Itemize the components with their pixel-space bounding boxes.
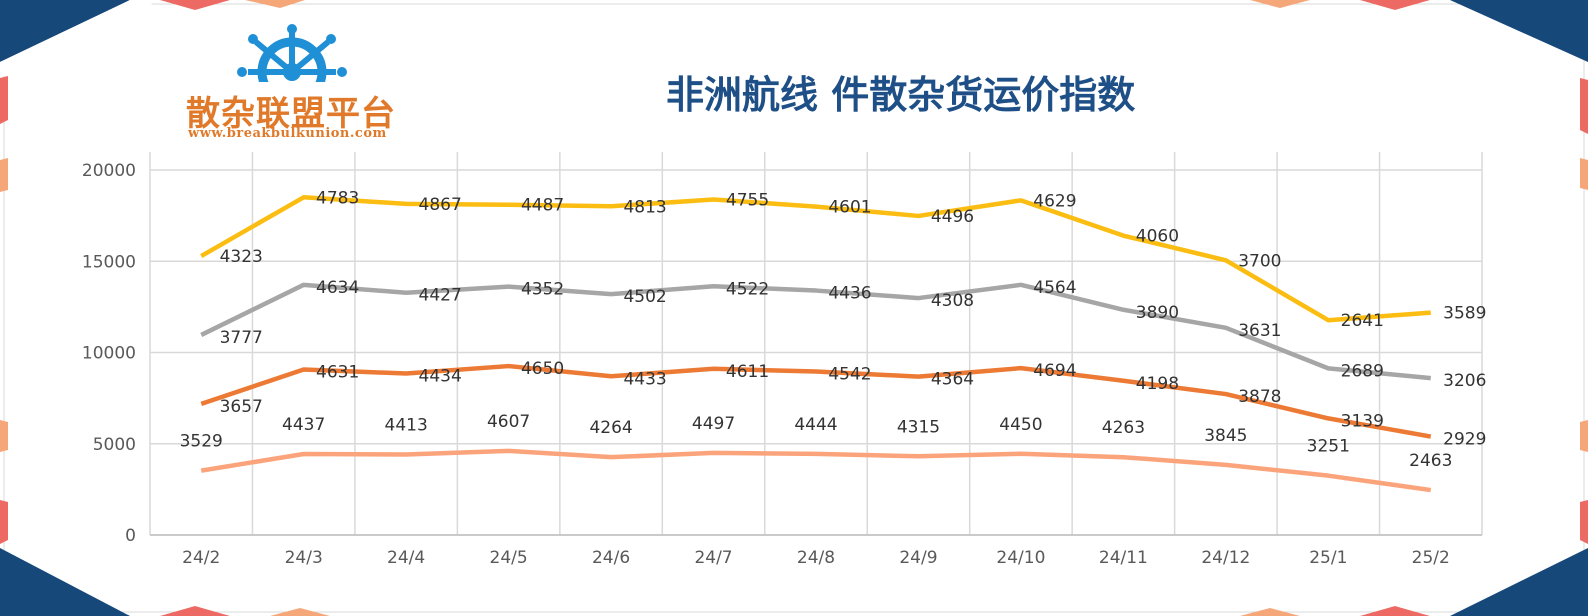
data-label: 4437 [282, 415, 325, 435]
x-tick-label: 24/2 [182, 548, 220, 568]
data-label: 3700 [1238, 251, 1281, 271]
x-tick-label: 24/11 [1099, 548, 1148, 568]
data-label: 4629 [1033, 191, 1076, 211]
data-label: 4434 [419, 367, 462, 387]
data-label: 4315 [897, 417, 940, 437]
data-label: 3890 [1136, 303, 1179, 323]
data-label: 2929 [1443, 430, 1486, 450]
y-tick-label: 10000 [82, 344, 136, 364]
data-label: 4427 [419, 286, 462, 306]
data-label: 4308 [931, 291, 974, 311]
data-label: 4634 [316, 278, 359, 298]
data-label: 4364 [931, 370, 974, 390]
x-tick-label: 25/1 [1309, 548, 1347, 568]
data-label: 2689 [1341, 361, 1384, 381]
x-tick-label: 24/5 [490, 548, 528, 568]
data-label: 3206 [1443, 371, 1486, 391]
x-tick-label: 25/2 [1412, 548, 1450, 568]
data-label: 4607 [487, 412, 530, 432]
data-label: 4323 [220, 247, 263, 267]
data-label: 4433 [623, 369, 666, 389]
series-line-4 [200, 448, 1432, 493]
data-label: 4497 [692, 414, 735, 434]
data-label: 3845 [1204, 426, 1247, 446]
data-label: 4198 [1136, 374, 1179, 394]
x-tick-label: 24/7 [694, 548, 732, 568]
data-label: 4813 [623, 197, 666, 217]
x-tick-label: 24/12 [1201, 548, 1250, 568]
x-tick-label: 24/6 [592, 548, 630, 568]
corner-coral-top-left [160, 0, 230, 10]
data-label: 4496 [931, 207, 974, 227]
data-label: 4755 [726, 190, 769, 210]
data-label: 3657 [220, 397, 263, 417]
data-label: 4867 [419, 195, 462, 215]
y-tick-label: 0 [125, 526, 136, 546]
corner-navy-top-right [1450, 0, 1588, 62]
data-label: 4060 [1136, 227, 1179, 247]
corner-navy-bottom-left [0, 548, 130, 616]
data-label: 4611 [726, 362, 769, 382]
data-label: 4522 [726, 279, 769, 299]
data-label: 4264 [589, 418, 632, 438]
data-label: 4352 [521, 280, 564, 300]
data-label: 4601 [828, 198, 871, 218]
axes: 0 5000 10000 15000 20000 24/2 24/3 24/4 24/5 24/6… [82, 161, 1482, 568]
chart-title: 非洲航线 件散杂货运价指数 [666, 73, 1136, 117]
data-label: 4542 [828, 365, 871, 385]
x-tick-label: 24/9 [899, 548, 937, 568]
series-line-1 [200, 195, 1431, 323]
y-tick-label: 15000 [82, 252, 136, 272]
x-tick-label: 24/8 [797, 548, 835, 568]
ship-wheel-icon [226, 24, 358, 92]
data-label: 2641 [1341, 311, 1384, 331]
data-label: 4444 [794, 415, 837, 435]
data-label: 4564 [1033, 278, 1076, 298]
data-label: 3777 [220, 328, 263, 348]
data-label: 4783 [316, 188, 359, 208]
x-tick-label: 24/3 [285, 548, 323, 568]
data-label: 4413 [385, 415, 428, 435]
series-line-2 [200, 282, 1431, 381]
series-line-3 [200, 363, 1432, 439]
data-label: 3631 [1238, 321, 1281, 341]
gridlines [149, 152, 1483, 536]
data-label: 4650 [521, 359, 564, 379]
data-label: 4487 [521, 196, 564, 216]
data-label: 3878 [1238, 387, 1281, 407]
data-label: 4502 [623, 287, 666, 307]
data-label: 3139 [1341, 411, 1384, 431]
x-tick-label: 24/10 [996, 548, 1045, 568]
logo-url: www.breakbulkunion.com [188, 126, 387, 141]
y-tick-label: 5000 [93, 435, 136, 455]
data-label: 3251 [1307, 437, 1350, 457]
data-label: 3589 [1443, 304, 1486, 324]
data-label: 2463 [1409, 451, 1452, 471]
data-label: 3529 [180, 432, 223, 452]
data-label: 4436 [828, 284, 871, 304]
corner-navy-bottom-right [1450, 548, 1588, 616]
data-label: 4450 [999, 415, 1042, 435]
logo-text: 散杂联盟平台 [186, 94, 396, 134]
data-label: 4263 [1102, 418, 1145, 438]
data-labels: 4323 4783 4867 4487 4813 4755 4601 4496 4629 4060… [180, 188, 1487, 471]
y-tick-label: 20000 [82, 161, 136, 181]
data-label: 4631 [316, 363, 359, 383]
data-label: 4694 [1033, 361, 1076, 381]
x-tick-label: 24/4 [387, 548, 425, 568]
series-lines [200, 195, 1432, 493]
